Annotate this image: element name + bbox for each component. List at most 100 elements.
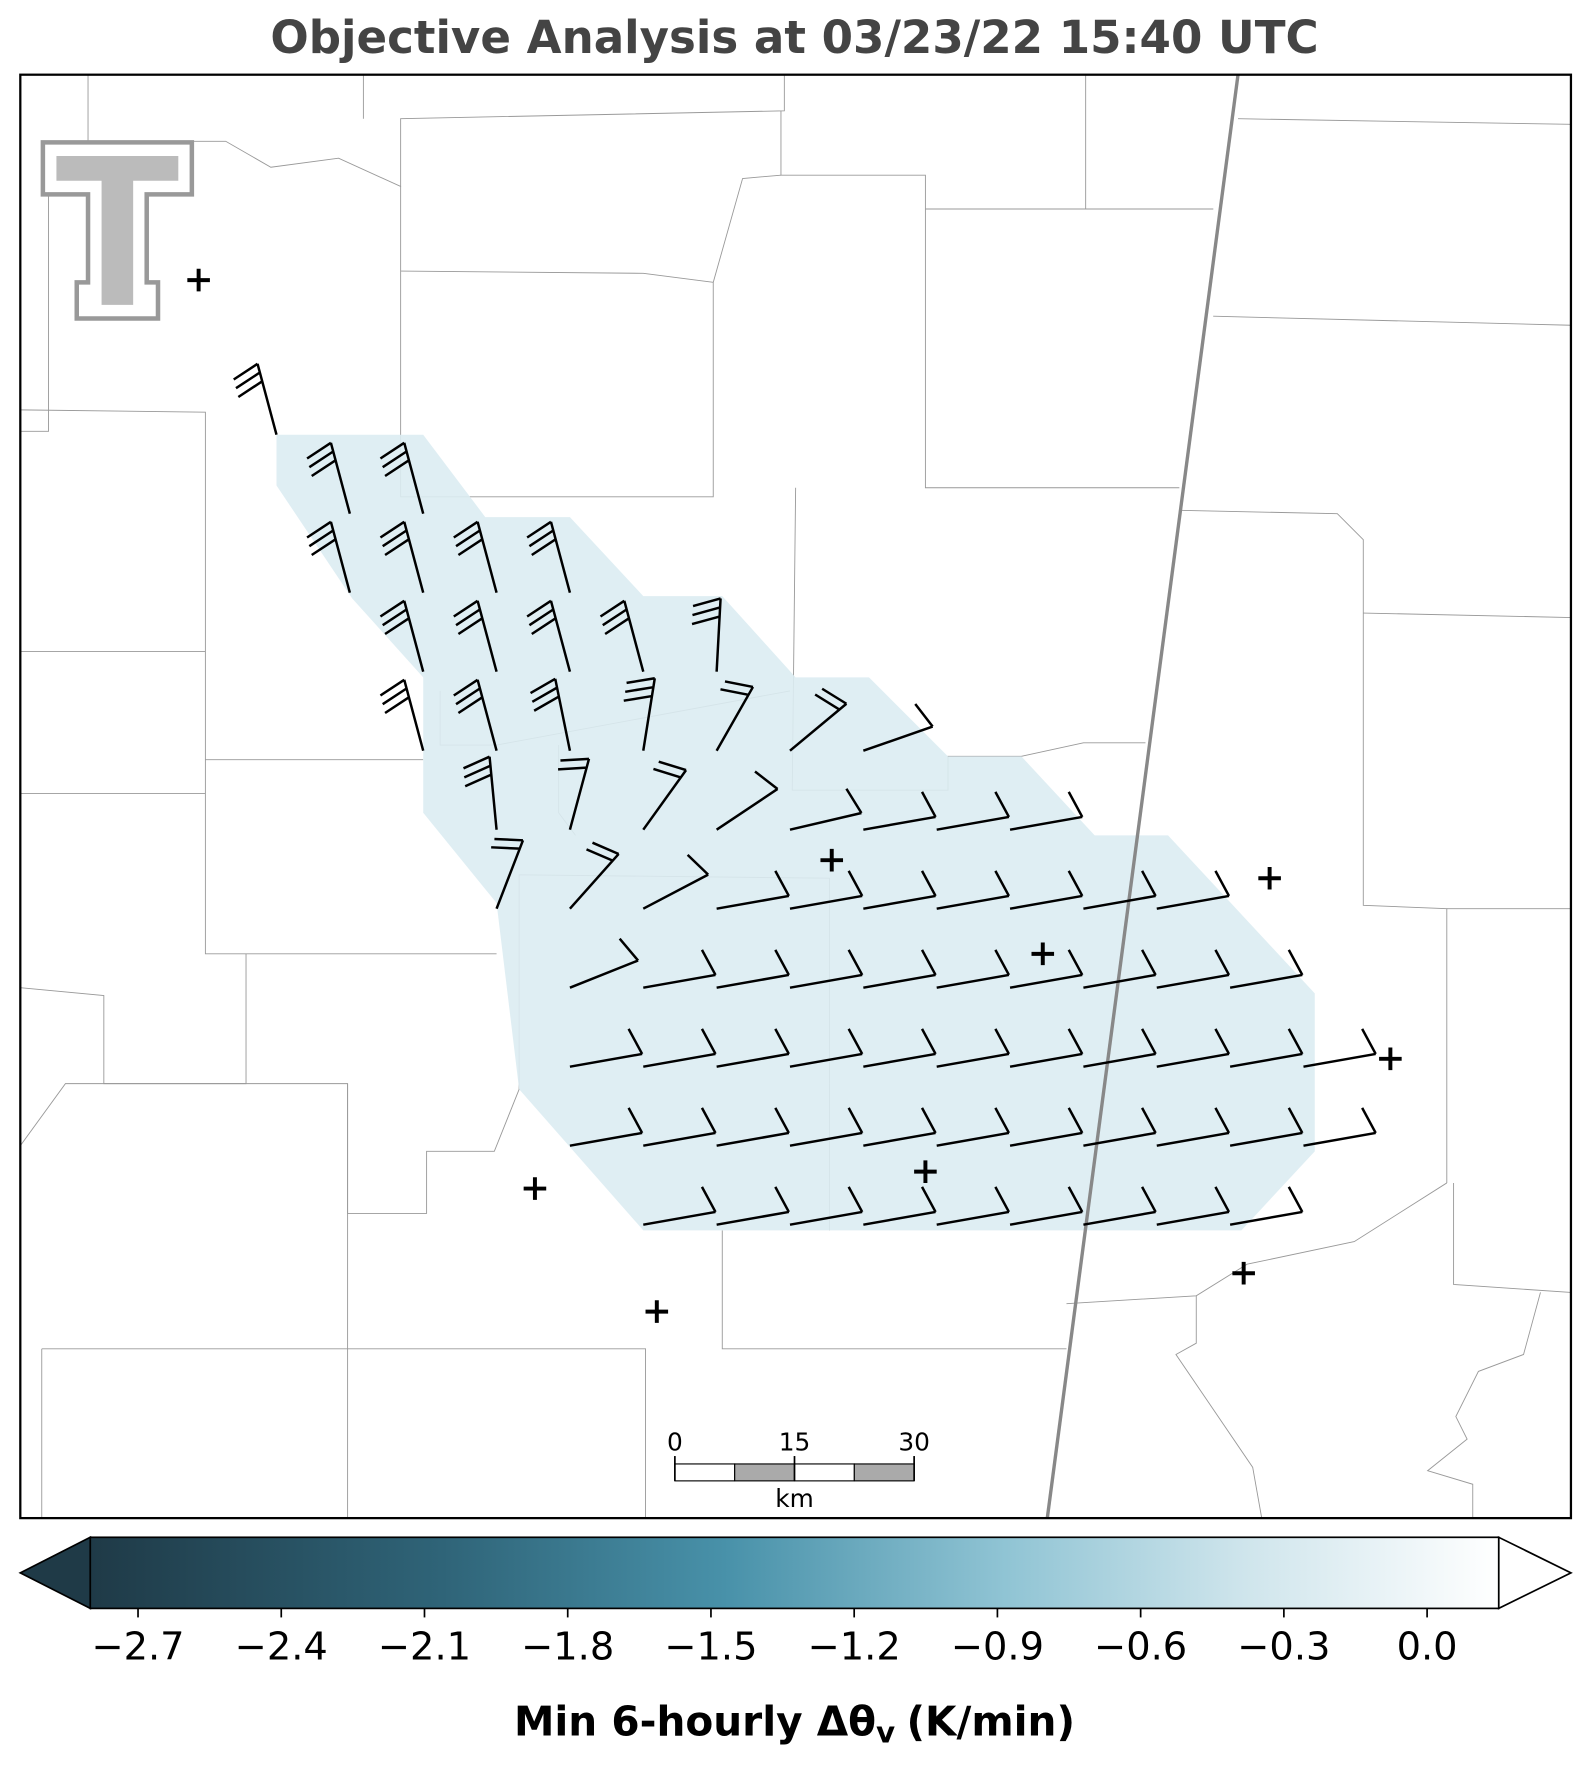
wind-barb (863, 870, 937, 910)
colorbar-tick-label: −0.9 (951, 1625, 1044, 1670)
wind-barb (453, 520, 498, 594)
wind-barb (936, 1186, 1011, 1226)
colorbar-tick-label: −0.3 (1237, 1625, 1330, 1670)
wind-barb (936, 1107, 1011, 1147)
wind-barb (789, 1107, 864, 1147)
wind-barb (642, 760, 688, 831)
station (1031, 942, 1055, 966)
wind-barb (716, 1186, 790, 1226)
colorbar-tick-label: −2.1 (378, 1625, 471, 1670)
wind-barb (379, 441, 425, 515)
label-units: (K/min) (906, 1698, 1075, 1746)
wind-barb (1156, 870, 1231, 910)
scale-segment (853, 1463, 915, 1482)
wind-barb (936, 870, 1011, 910)
wind-barb (529, 677, 572, 751)
wind-barb (306, 520, 352, 594)
wind-barb (643, 949, 717, 989)
colorbar-extend-low (18, 1535, 92, 1610)
scale-segment (734, 1463, 796, 1482)
wind-barb (1229, 949, 1304, 989)
label-subscript: v (876, 1715, 895, 1749)
wind-barb (1229, 1107, 1304, 1147)
county-lines (20, 74, 1571, 1519)
scale-tick-label: 15 (779, 1428, 811, 1457)
wind-barb (233, 362, 278, 436)
wind-barb (936, 1028, 1011, 1068)
colorbar-extend-high (1497, 1535, 1573, 1610)
colorbar: Min 6-hourly Δθv (K/min) −2.7 −2.4 −2.1 −1.8… (18, 1535, 1573, 1750)
wind-barb (643, 1107, 717, 1147)
wind-barb (789, 1186, 864, 1226)
colorbar-tick-label: −1.5 (664, 1625, 757, 1670)
wind-barbs (233, 362, 1377, 1226)
wind-barb (1083, 949, 1157, 989)
title: Objective Analysis at 03/23/22 15:40 UTC (270, 11, 1318, 64)
scale-segment (674, 1463, 736, 1482)
wind-barb (306, 441, 352, 515)
station (1258, 866, 1281, 890)
station (1232, 1261, 1255, 1285)
wind-barb (1156, 1028, 1231, 1068)
wind-barb (379, 678, 425, 752)
wind-barb (789, 687, 848, 752)
colorbar-tick-label: −2.4 (235, 1625, 328, 1670)
colorbar-tick-label: −2.7 (91, 1625, 184, 1670)
map (20, 74, 1571, 1519)
wind-barb (1303, 1028, 1377, 1068)
wind-barb (1156, 1186, 1231, 1226)
wind-barb (716, 870, 790, 910)
scale-tick-label: 0 (667, 1428, 683, 1457)
wind-barb (716, 1107, 790, 1147)
colorbar-tick-label: −1.8 (521, 1625, 614, 1670)
wind-barb (642, 853, 710, 910)
wind-barb (526, 520, 572, 594)
scale-unit: km (775, 1484, 814, 1513)
wind-barb (568, 841, 620, 910)
stations (187, 268, 1402, 1323)
wind-barb (1083, 870, 1157, 910)
scale-bar: 0 15 30 km (667, 1428, 930, 1513)
wind-barb (936, 949, 1011, 989)
colorbar-body (89, 1536, 1500, 1610)
wind-barb (623, 677, 657, 751)
colorbar-tick-label: −0.6 (1094, 1625, 1187, 1670)
wind-barb (691, 597, 722, 672)
map-frame (19, 73, 1573, 1520)
wind-barb (1009, 949, 1084, 989)
wind-barb (789, 788, 863, 831)
logo (40, 140, 195, 321)
scale-segment (793, 1463, 855, 1482)
wind-barb (863, 1186, 937, 1226)
wind-barb (716, 949, 790, 989)
wind-barb (1009, 791, 1084, 831)
wind-barb (936, 791, 1011, 831)
wind-barb (453, 599, 498, 673)
station (187, 268, 210, 292)
wind-barb (643, 1186, 717, 1226)
wind-barb (789, 949, 864, 989)
wind-barb (1009, 1028, 1084, 1068)
wind-barb (526, 599, 572, 673)
colorbar-tick-label: 0.0 (1397, 1625, 1458, 1670)
wind-barb (1156, 1107, 1231, 1147)
colorbar-label: Min 6-hourly Δθv (K/min) (514, 1698, 1075, 1750)
wind-barb (453, 678, 498, 752)
wind-barb (1303, 1107, 1377, 1147)
wind-barb (462, 755, 498, 830)
wind-barb (1083, 1028, 1157, 1068)
wind-barb (1009, 870, 1084, 910)
wind-barb (715, 770, 779, 831)
wind-barb (863, 1107, 937, 1147)
wind-barb (863, 791, 937, 831)
wind-barb (789, 870, 864, 910)
station (1379, 1047, 1402, 1071)
wind-barb (557, 757, 591, 831)
analysis-field (276, 434, 1315, 1231)
wind-barb (1009, 1186, 1084, 1226)
wind-barb (569, 1107, 644, 1147)
wind-barb (379, 599, 425, 673)
wind-barb (1229, 1186, 1304, 1226)
station (914, 1160, 937, 1183)
